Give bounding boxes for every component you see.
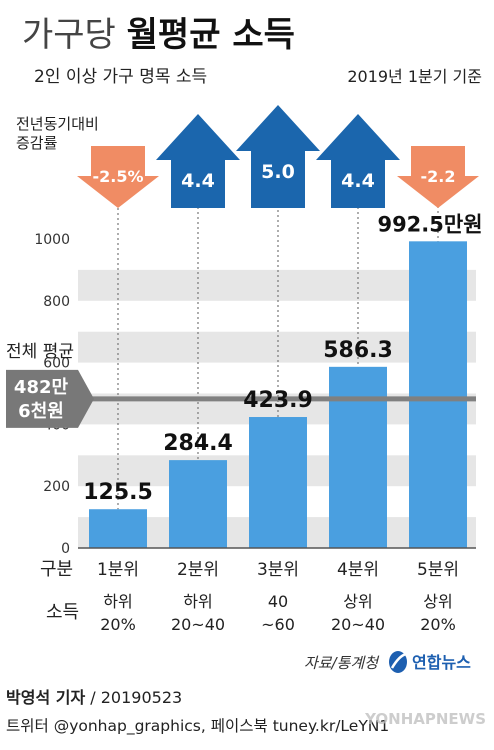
bar-value-label: 992.5만원 (377, 212, 482, 236)
bar-5 (409, 241, 467, 548)
row-label-income: 소득 (46, 602, 79, 623)
bar-3 (249, 417, 307, 548)
source-label: 자료/통계청 (304, 654, 380, 672)
income-group-line: 20% (100, 615, 136, 634)
yonhap-logo: 연합뉴스 (389, 651, 471, 673)
income-group-line: ~60 (261, 615, 295, 634)
chart-title: 가구당 월평균 소득 (22, 15, 295, 55)
bar-4 (329, 366, 387, 548)
average-value-line2: 6천원 (18, 401, 64, 422)
category-label: 5분위 (417, 560, 459, 580)
bar-1 (89, 509, 147, 548)
average-label: 전체 평균 (6, 342, 74, 362)
row-label-group: 구분 (40, 559, 73, 580)
yoy-change-label: 5.0 (261, 161, 295, 183)
y-tick-label: 800 (43, 294, 70, 310)
down-arrow-icon (77, 146, 159, 208)
income-group-line: 상위 (343, 592, 372, 611)
average-value-box (6, 369, 94, 428)
publish-date: 20190523 (101, 688, 182, 707)
income-group-line: 40 (268, 592, 288, 611)
category-label: 2분위 (177, 560, 219, 580)
down-arrow-icon (397, 146, 479, 208)
income-group-line: 하위 (183, 592, 212, 611)
bar-value-label: 586.3 (323, 338, 393, 363)
y-tick-label: 200 (43, 479, 70, 495)
byline: 박영석 기자 / 20190523 (6, 688, 182, 707)
income-group-line: 20~40 (331, 615, 385, 634)
change-label-line1: 전년동기대비 (16, 115, 99, 133)
average-value-line1: 482만 (14, 377, 69, 398)
category-label: 3분위 (257, 560, 299, 580)
category-labels: 1분위 2분위 3분위 4분위 5분위 (97, 560, 459, 580)
yoy-change-label: 4.4 (341, 170, 375, 192)
income-group-line: 20~40 (171, 615, 225, 634)
byline-separator: / (85, 688, 101, 707)
up-arrow-icon (316, 114, 400, 208)
bar-value-label: 284.4 (163, 431, 233, 456)
reporter-name: 박영석 기자 (6, 688, 85, 707)
bar-value-label: 125.5 (83, 480, 153, 505)
title-prefix: 가구당 (22, 15, 127, 55)
y-tick-label: 1000 (34, 232, 70, 248)
yoy-change-label: 4.4 (181, 170, 215, 192)
y-tick-label: 0 (61, 541, 70, 557)
period-label: 2019년 1분기 기준 (347, 67, 482, 86)
up-arrow-icon (156, 114, 240, 208)
bar-2 (169, 460, 227, 548)
yoy-change-arrows: -2.5% 4.4 5.0 4.4 -2.2 (77, 105, 479, 208)
yoy-change-label: -2.2 (421, 167, 456, 186)
social-info: 트위터 @yonhap_graphics, 페이스북 tuney.kr/LeYN… (6, 717, 389, 736)
yonhap-logo-swoosh (390, 652, 407, 669)
arrow-leader-lines (117, 160, 439, 510)
y-tick-label: 600 (43, 356, 70, 372)
income-group-labels: 하위 20% 하위 20~40 40 ~60 상위 20~40 상위 20% (100, 592, 456, 634)
income-group-line: 상위 (423, 592, 452, 611)
bar-series (89, 241, 467, 548)
income-group-line: 20% (420, 615, 456, 634)
up-arrow-icon (236, 105, 320, 208)
bar-value-label: 423.9 (243, 388, 313, 413)
change-label-line2: 증감률 (16, 134, 58, 152)
category-label: 4분위 (337, 560, 379, 580)
income-group-line: 하위 (103, 592, 132, 611)
title-bold: 월평균 소득 (127, 15, 295, 55)
category-label: 1분위 (97, 560, 139, 580)
bar-value-labels: 125.5 284.4 423.9 586.3 992.5만원 (83, 212, 482, 505)
watermark: YONHAPNEWS (364, 710, 486, 728)
yoy-change-label: -2.5% (92, 167, 143, 186)
chart-subtitle: 2인 이상 가구 명목 소득 (34, 67, 207, 87)
agency-name: 연합뉴스 (412, 653, 471, 672)
